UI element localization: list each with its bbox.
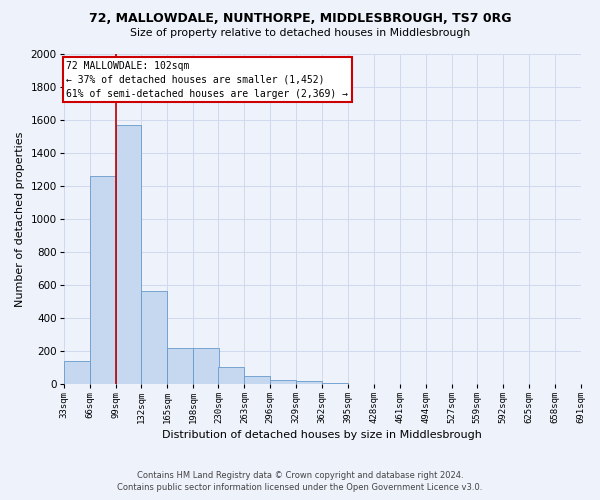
Bar (322, 382, 348, 384)
Bar (89, 176, 116, 384)
Bar (296, 382, 322, 384)
Y-axis label: Number of detached properties: Number of detached properties (15, 131, 25, 306)
Bar (270, 380, 296, 384)
Bar (167, 348, 193, 384)
Bar (116, 125, 142, 384)
Text: Size of property relative to detached houses in Middlesbrough: Size of property relative to detached ho… (130, 28, 470, 38)
Bar (193, 348, 219, 384)
Bar (64, 361, 89, 384)
Bar (142, 290, 167, 384)
Text: Contains HM Land Registry data © Crown copyright and database right 2024.
Contai: Contains HM Land Registry data © Crown c… (118, 471, 482, 492)
X-axis label: Distribution of detached houses by size in Middlesbrough: Distribution of detached houses by size … (162, 430, 482, 440)
Bar (244, 376, 270, 384)
Bar (218, 368, 244, 384)
Text: 72, MALLOWDALE, NUNTHORPE, MIDDLESBROUGH, TS7 0RG: 72, MALLOWDALE, NUNTHORPE, MIDDLESBROUGH… (89, 12, 511, 26)
Text: 72 MALLOWDALE: 102sqm
← 37% of detached houses are smaller (1,452)
61% of semi-d: 72 MALLOWDALE: 102sqm ← 37% of detached … (66, 60, 348, 98)
